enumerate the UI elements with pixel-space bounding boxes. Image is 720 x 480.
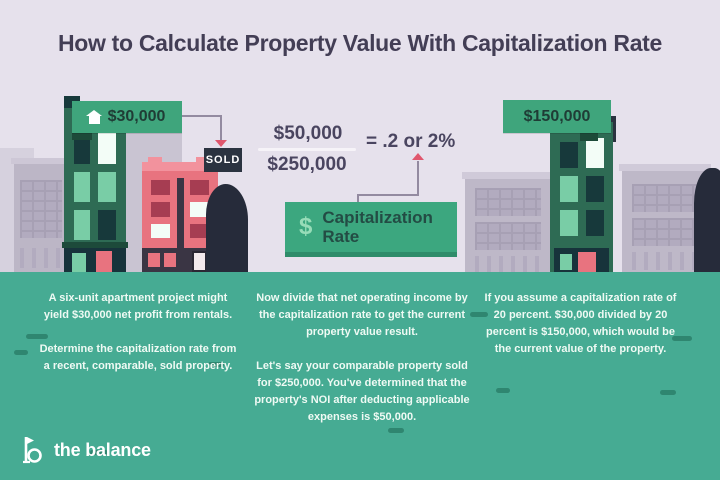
- info-paragraph: If you assume a capitalization rate of 2…: [484, 292, 677, 355]
- bush: [470, 312, 488, 317]
- window: [560, 142, 578, 168]
- info-paragraph: Let's say your comparable property sold …: [254, 360, 470, 423]
- bush: [26, 334, 48, 339]
- pink-building: [142, 157, 218, 272]
- page-title: How to Calculate Property Value With Cap…: [57, 30, 663, 56]
- door: [94, 251, 114, 272]
- tree-silhouette: [206, 184, 248, 272]
- formula-denominator: $250,000: [267, 154, 347, 175]
- bush: [90, 450, 108, 455]
- cornice: [462, 172, 556, 179]
- bush: [388, 428, 404, 433]
- bush: [672, 336, 692, 341]
- window: [586, 210, 604, 236]
- window: [148, 253, 160, 267]
- window: [190, 202, 209, 217]
- profit-value: $30,000: [107, 108, 166, 125]
- brand-name: the balance: [54, 439, 151, 460]
- window: [560, 254, 572, 270]
- info-column-3: If you assume a capitalization rate of 2…: [478, 290, 683, 375]
- value-sign: $150,000: [503, 100, 611, 133]
- ground: [0, 272, 720, 480]
- parapet: [196, 157, 210, 163]
- sold-tag: SOLD: [204, 148, 242, 172]
- window: [74, 172, 90, 202]
- cornice: [62, 242, 128, 248]
- arrow-up-icon: [412, 153, 424, 160]
- property-value: $150,000: [523, 107, 591, 125]
- info-paragraph: Determine the capitalization rate from a…: [39, 343, 237, 372]
- window-grid: [20, 248, 62, 268]
- formula-numerator: $50,000: [273, 123, 343, 144]
- dollar-icon: $: [299, 213, 313, 240]
- sign-flap: [72, 132, 92, 140]
- info-paragraph: Now divide that net operating income by …: [256, 292, 468, 338]
- window-grid: [632, 218, 698, 246]
- formula-result: = .2 or 2%: [366, 131, 456, 152]
- window-grid: [632, 252, 698, 270]
- window-grid: [475, 188, 541, 216]
- tree-silhouette: [694, 168, 720, 272]
- connector-line: [182, 115, 222, 117]
- window: [190, 180, 209, 195]
- window: [560, 210, 578, 236]
- window-grid: [475, 256, 541, 272]
- pillar: [177, 178, 184, 250]
- connector-line: [357, 194, 419, 196]
- green-building-right: [550, 108, 613, 272]
- cornice: [619, 164, 711, 171]
- sign-flap: [580, 132, 598, 141]
- window-grid: [632, 184, 698, 212]
- bush: [14, 350, 28, 355]
- info-column-2: Now divide that net operating income by …: [252, 290, 472, 443]
- profit-sign: $30,000: [72, 101, 182, 133]
- fraction-line: [258, 148, 356, 151]
- window: [586, 176, 604, 202]
- window-grid: [475, 222, 541, 250]
- window: [98, 172, 116, 202]
- gray-building-right-2: [619, 164, 711, 272]
- parapet: [142, 162, 218, 171]
- window: [151, 202, 170, 217]
- window: [164, 253, 176, 267]
- house-icon: [86, 109, 103, 124]
- window: [74, 132, 90, 164]
- bush: [660, 390, 676, 395]
- connector-line: [357, 194, 359, 204]
- brand-logo: the balance: [22, 436, 151, 464]
- info-column-1: A six-unit apartment project might yield…: [38, 290, 238, 392]
- gray-building-right-1: [462, 172, 556, 272]
- window: [560, 176, 578, 202]
- window: [151, 180, 170, 195]
- bush: [208, 362, 224, 367]
- window: [98, 132, 116, 164]
- info-paragraph: A six-unit apartment project might yield…: [43, 292, 233, 321]
- connector-line: [417, 161, 419, 196]
- window: [74, 210, 90, 240]
- window: [151, 224, 170, 238]
- gray-building-left: [11, 158, 71, 272]
- window: [72, 253, 86, 272]
- window-grid: [20, 180, 62, 238]
- balance-logo-icon: [23, 437, 42, 464]
- bush: [496, 388, 510, 393]
- window: [98, 210, 116, 240]
- capitalization-rate-label: Capitalization Rate: [322, 208, 433, 246]
- cornice: [11, 158, 71, 164]
- arrow-down-icon: [215, 140, 227, 147]
- connector-line: [220, 115, 222, 140]
- window: [190, 224, 209, 238]
- capitalization-rate-box: $ Capitalization Rate: [285, 202, 457, 257]
- window: [586, 138, 604, 168]
- door: [578, 252, 596, 272]
- parapet: [148, 157, 162, 163]
- door: [192, 251, 207, 272]
